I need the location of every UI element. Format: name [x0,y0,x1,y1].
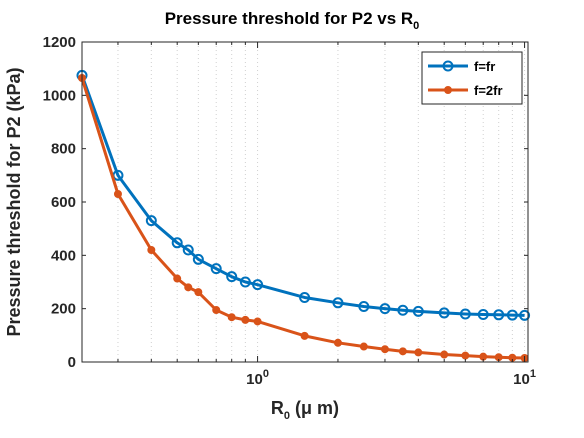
data-point-f-fr [506,309,518,321]
data-point-f-fr [459,308,471,320]
data-point-f-2fr [333,338,342,347]
series-layer [76,69,531,362]
data-point-f-2fr [147,246,156,254]
data-point-f-fr [397,304,409,316]
y-tick-label: 200 [51,301,76,318]
x-axis-label: R0 (μ m) [271,398,339,422]
data-point-f-2fr [359,342,368,351]
chart-title: Pressure threshold for P2 vs R0 [165,9,420,32]
series-f-2fr [78,74,529,362]
data-point-f-fr [379,303,391,315]
data-point-f-2fr [113,190,122,198]
data-point-f-2fr [253,317,262,326]
data-point-f-fr [519,309,531,321]
legend: f=fr f=2fr [421,51,523,105]
data-point-f-fr [192,253,204,265]
data-point-f-2fr [227,313,236,322]
data-point-f-fr [239,276,251,288]
data-point-f-2fr [414,348,423,357]
data-point-f-fr [332,297,344,309]
chart-title-main: Pressure threshold for P2 vs R [165,9,413,28]
data-point-f-fr [299,291,311,303]
legend-label-f-fr: f=fr [474,59,495,74]
chart-title-subscript: 0 [413,20,419,32]
ticks: 0 200 400 600 800 1000 1200 100 101 [43,34,536,388]
data-point-f-fr [145,215,157,227]
data-point-f-2fr [212,306,221,314]
x-tick-label: 101 [513,368,536,388]
data-point-f-fr [226,271,238,283]
legend-marker-f-2fr [444,86,452,94]
data-point-f-fr [412,305,424,317]
y-tick-label: 600 [51,194,76,211]
x-tick-label: 100 [246,368,269,388]
data-point-f-2fr [461,351,470,360]
y-tick-label: 0 [68,354,76,371]
data-point-f-fr [477,309,489,321]
series-line-f-2fr [80,77,525,360]
data-point-f-fr [358,301,370,313]
data-point-f-fr [182,244,194,256]
data-point-f-fr [171,237,183,249]
y-tick-label: 1000 [43,87,76,104]
data-point-f-fr [438,307,450,319]
x-axis-label-subscript: 0 [284,410,290,422]
data-point-f-fr [252,279,264,291]
data-point-f-fr [210,263,222,275]
data-point-f-2fr [300,331,309,340]
data-point-f-2fr [184,283,193,292]
y-tick-label: 400 [51,247,76,264]
data-point-f-2fr [194,288,203,297]
x-axis-label-main: R [271,398,284,418]
legend-label-f-2fr: f=2fr [474,83,503,98]
y-axis-label: Pressure threshold for P2 (kPa) [4,67,24,336]
data-point-f-2fr [440,350,449,359]
legend-box [421,51,523,105]
data-point-f-2fr [380,345,389,354]
data-point-f-2fr [241,315,250,324]
series-line-f-fr [80,74,525,317]
y-tick-label: 800 [51,141,76,158]
x-axis-label-unit: (μ m) [290,398,339,418]
data-point-f-2fr [173,274,182,283]
y-tick-label: 1200 [43,34,76,51]
data-point-f-2fr [398,347,407,356]
legend-marker-f-fr [442,60,454,72]
data-point-f-fr [493,309,505,321]
